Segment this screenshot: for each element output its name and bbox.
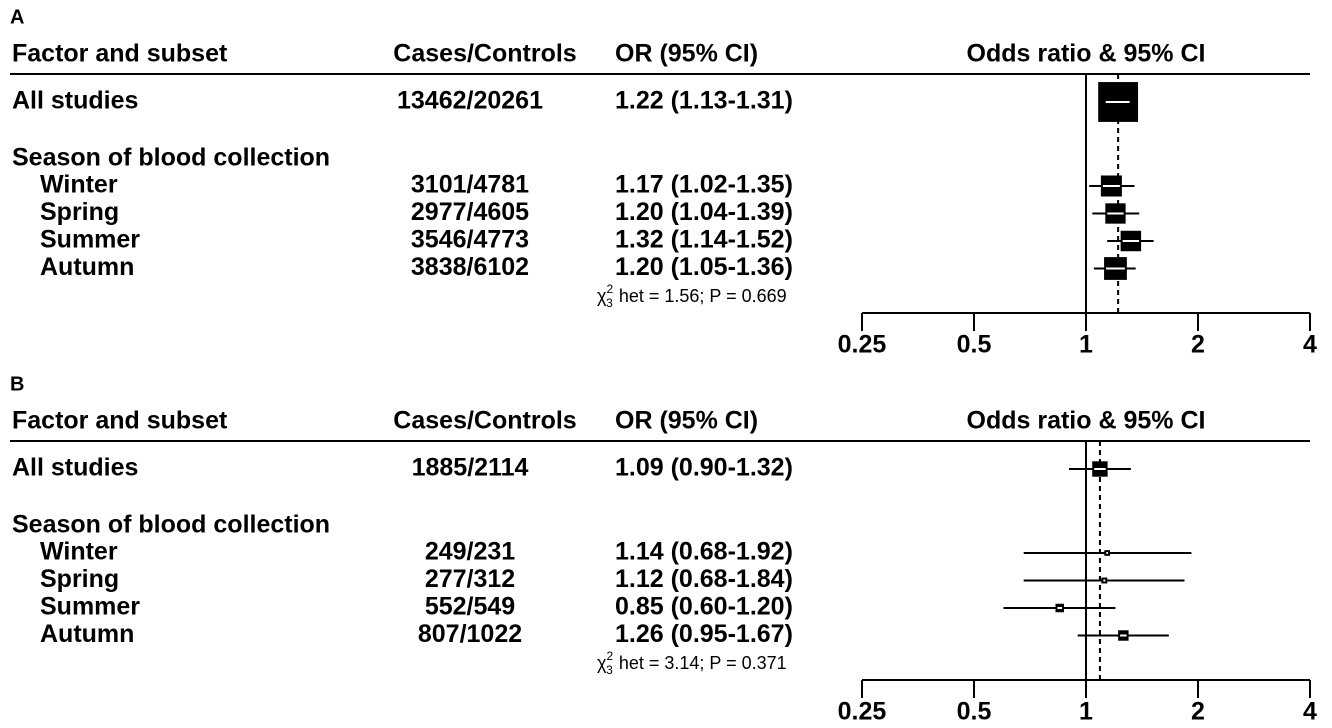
het-sup: 2: [606, 649, 613, 663]
row-label: Spring: [40, 565, 119, 593]
het-symbol: χ: [597, 286, 607, 306]
or-label: 1.14 (0.68-1.92): [615, 538, 793, 566]
group-label: Season of blood collection: [12, 144, 330, 172]
column-header: Cases/Controls: [393, 407, 576, 435]
row-label: Spring: [40, 198, 119, 226]
x-tick-label: 0.5: [957, 698, 992, 726]
cases-controls: 807/1022: [418, 620, 522, 648]
cases-controls: 13462/20261: [397, 87, 543, 115]
cases-controls: 3546/4773: [411, 226, 529, 254]
x-tick-label: 4: [1303, 331, 1317, 359]
x-tick-label: 2: [1191, 331, 1205, 359]
column-header: Cases/Controls: [393, 40, 576, 68]
row-label: Autumn: [40, 253, 134, 281]
x-tick-label: 2: [1191, 698, 1205, 726]
het-text-body: het = 1.56; P = 0.669: [619, 286, 787, 306]
het-text: χ2 3 het = 1.56; P = 0.669: [597, 282, 787, 310]
or-label: 1.32 (1.14-1.52): [615, 226, 793, 254]
or-label: 1.20 (1.04-1.39): [615, 198, 793, 226]
or-label: 1.09 (0.90-1.32): [615, 454, 793, 482]
cases-controls: 552/549: [425, 593, 515, 621]
column-header: Odds ratio & 95% CI: [967, 40, 1206, 68]
row-label: Winter: [40, 171, 118, 199]
or-label: 1.22 (1.13-1.31): [615, 87, 793, 115]
or-label: 1.17 (1.02-1.35): [615, 171, 793, 199]
het-text: χ2 3 het = 3.14; P = 0.371: [597, 649, 787, 677]
or-label: 1.26 (0.95-1.67): [615, 620, 793, 648]
column-header: Odds ratio & 95% CI: [967, 407, 1206, 435]
row-label: Summer: [40, 593, 140, 621]
or-label: 0.85 (0.60-1.20): [615, 593, 793, 621]
x-tick-label: 0.25: [838, 698, 887, 726]
cases-controls: 2977/4605: [411, 198, 529, 226]
or-label: 1.12 (0.68-1.84): [615, 565, 793, 593]
row-label: All studies: [12, 454, 138, 482]
panel-label: B: [10, 373, 24, 395]
row-label: Summer: [40, 226, 140, 254]
row-label: All studies: [12, 87, 138, 115]
or-label: 1.20 (1.05-1.36): [615, 253, 793, 281]
x-tick-label: 1: [1079, 331, 1093, 359]
x-tick-label: 1: [1079, 698, 1093, 726]
het-sub: 3: [606, 663, 613, 677]
column-header: OR (95% CI): [615, 40, 758, 68]
cases-controls: 3838/6102: [411, 253, 529, 281]
row-label: Winter: [40, 538, 118, 566]
row-label: Autumn: [40, 620, 134, 648]
column-header: Factor and subset: [12, 40, 228, 68]
x-tick-label: 0.5: [957, 331, 992, 359]
group-label: Season of blood collection: [12, 511, 330, 539]
panel-label: A: [10, 6, 24, 28]
column-header: Factor and subset: [12, 407, 228, 435]
cases-controls: 1885/2114: [412, 454, 529, 482]
het-sup: 2: [606, 282, 613, 296]
x-tick-label: 0.25: [838, 331, 887, 359]
het-sub: 3: [606, 296, 613, 310]
cases-controls: 277/312: [425, 565, 515, 593]
x-tick-label: 4: [1303, 698, 1317, 726]
cases-controls: 3101/4781: [411, 171, 529, 199]
het-text-body: het = 3.14; P = 0.371: [619, 653, 787, 673]
column-header: OR (95% CI): [615, 407, 758, 435]
het-symbol: χ: [597, 653, 607, 673]
cases-controls: 249/231: [425, 538, 515, 566]
